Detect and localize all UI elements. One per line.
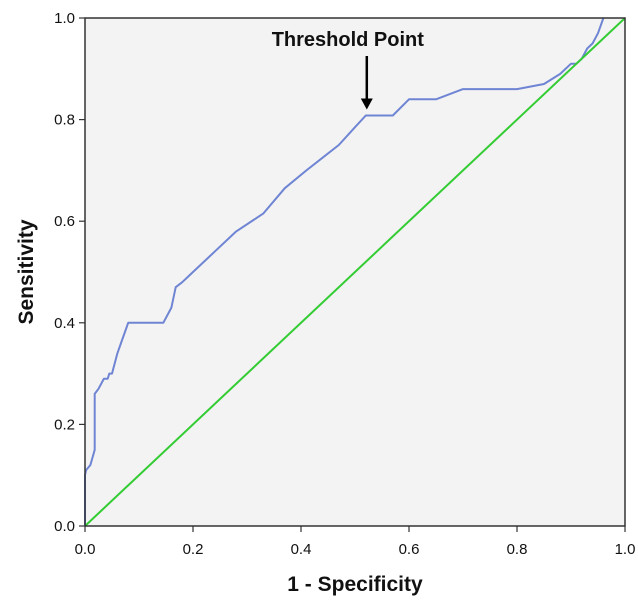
annotation-label: Threshold Point bbox=[272, 29, 425, 51]
reference-diagonal-line bbox=[84, 17, 626, 527]
x-tick-label: 0.4 bbox=[291, 541, 312, 558]
roc-curve-line bbox=[84, 17, 605, 526]
x-tick-label: 0.6 bbox=[399, 541, 420, 558]
y-tick-label: 1.0 bbox=[54, 10, 75, 27]
x-tick-label: 1.0 bbox=[615, 541, 636, 558]
x-tick-label: 0.2 bbox=[183, 541, 204, 558]
y-tick-label: 0.8 bbox=[54, 112, 75, 129]
x-axis-title: 1 - Specificity bbox=[287, 573, 423, 596]
annotation-layer: Threshold Point bbox=[272, 29, 425, 110]
y-tick-label: 0.2 bbox=[54, 416, 75, 433]
y-tick-label: 0.0 bbox=[54, 518, 75, 535]
series-layer bbox=[84, 17, 626, 527]
axis-ticks: 0.0 0.2 0.4 0.6 0.8 1.0 0.0 0.2 0.4 0.6 0.8 1.0 bbox=[54, 10, 635, 558]
x-tick-label: 0.8 bbox=[507, 541, 528, 558]
x-tick-label: 0.0 bbox=[75, 541, 96, 558]
annotation-arrow-head bbox=[360, 98, 373, 110]
y-axis-title: Sensitivity bbox=[15, 219, 38, 324]
y-tick-label: 0.6 bbox=[54, 213, 75, 230]
y-tick-label: 0.4 bbox=[54, 315, 75, 332]
plot-frame bbox=[84, 17, 626, 527]
